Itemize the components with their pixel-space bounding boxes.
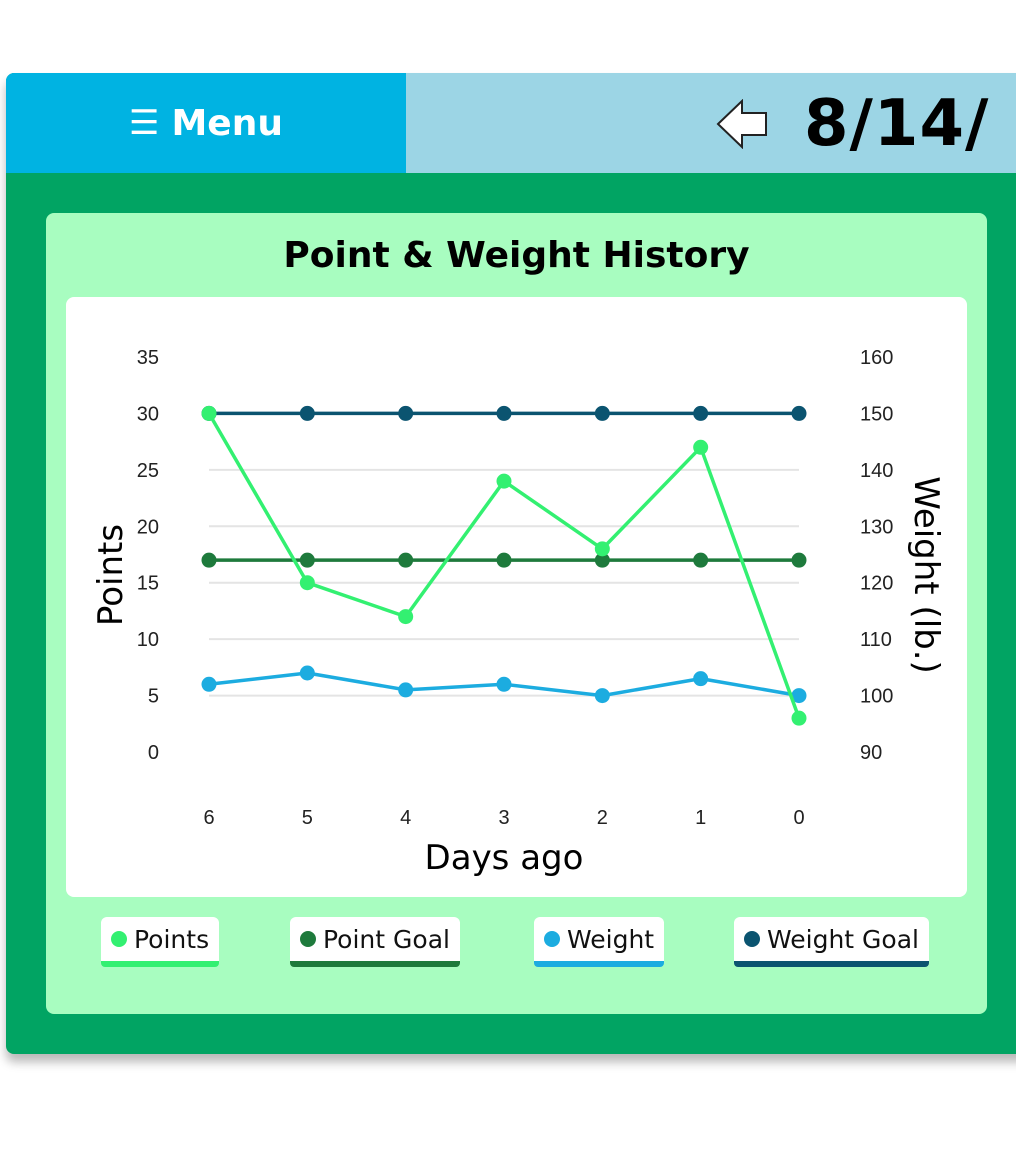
- y2-tick-label: 130: [860, 516, 893, 538]
- x-tick-label: 2: [597, 807, 608, 829]
- y2-axis-title: Weight (lb.): [906, 476, 946, 674]
- x-tick-label: 0: [793, 807, 804, 829]
- legend-dot-icon: [544, 931, 560, 947]
- legend-item-weight[interactable]: Weight: [534, 917, 665, 967]
- data-point: [594, 688, 610, 704]
- y2-tick-label: 140: [860, 460, 893, 482]
- y-tick-label: 30: [137, 403, 159, 425]
- legend-label: Point Goal: [323, 924, 450, 954]
- data-point: [201, 676, 217, 692]
- data-point: [398, 405, 414, 421]
- data-point: [693, 671, 709, 687]
- data-point: [496, 473, 512, 489]
- y2-tick-label: 100: [860, 686, 893, 708]
- data-point: [496, 405, 512, 421]
- chart-legend: Points Point Goal Weight Weight Goal: [46, 917, 987, 967]
- y-axis-title: Points: [91, 524, 131, 626]
- x-tick-label: 6: [203, 807, 214, 829]
- data-point: [496, 676, 512, 692]
- data-point: [398, 609, 414, 625]
- chart-container: 35 30 25 20 15 10 5 0 160 150 140 130 120 110 100 90 6 5 4…: [66, 297, 967, 897]
- top-bar: ☰ Menu 8/14/: [6, 73, 1016, 173]
- card-title: Point & Weight History: [283, 235, 750, 276]
- data-point: [791, 552, 807, 568]
- date-bar: 8/14/: [406, 73, 1016, 173]
- data-point: [693, 552, 709, 568]
- x-axis-title: Days ago: [425, 838, 584, 878]
- data-point: [693, 439, 709, 455]
- data-point: [496, 552, 512, 568]
- data-point: [693, 405, 709, 421]
- menu-button[interactable]: ☰ Menu: [6, 73, 406, 173]
- data-point: [201, 552, 217, 568]
- y-tick-label: 25: [137, 460, 159, 482]
- app-panel: ☰ Menu 8/14/ Point & Weight History 35 30…: [6, 73, 1016, 1054]
- data-point: [299, 665, 315, 681]
- x-tick-label: 5: [302, 807, 313, 829]
- history-card: Point & Weight History 35 30 25 20 15 10 5 0 160…: [46, 213, 987, 1014]
- legend-dot-icon: [744, 931, 760, 947]
- data-point: [299, 552, 315, 568]
- legend-item-weight-goal[interactable]: Weight Goal: [734, 917, 929, 967]
- data-point: [791, 688, 807, 704]
- data-point: [791, 405, 807, 421]
- data-point: [299, 575, 315, 591]
- y2-tick-label: 150: [860, 403, 893, 425]
- y-tick-label: 35: [137, 347, 159, 369]
- x-tick-label: 1: [695, 807, 706, 829]
- legend-label: Weight Goal: [767, 924, 919, 954]
- data-point: [201, 405, 217, 421]
- y-tick-label: 20: [137, 516, 159, 538]
- y2-tick-label: 110: [860, 629, 892, 651]
- y-tick-label: 0: [148, 742, 159, 764]
- data-point: [791, 710, 807, 726]
- back-arrow-icon[interactable]: [716, 99, 770, 149]
- x-tick-label: 4: [400, 807, 411, 829]
- y-tick-label: 10: [137, 629, 159, 651]
- y-tick-label: 15: [137, 573, 159, 595]
- hamburger-icon: ☰: [129, 103, 160, 143]
- legend-dot-icon: [300, 931, 316, 947]
- legend-dot-icon: [111, 931, 127, 947]
- current-date: 8/14/: [804, 87, 990, 161]
- y-tick-label: 5: [148, 686, 159, 708]
- data-point: [594, 541, 610, 557]
- data-point: [299, 405, 315, 421]
- menu-label: Menu: [171, 102, 283, 144]
- legend-label: Points: [134, 924, 210, 954]
- data-point: [594, 405, 610, 421]
- data-point: [594, 552, 610, 568]
- y2-tick-label: 90: [860, 742, 882, 764]
- y2-tick-label: 120: [860, 573, 893, 595]
- legend-label: Weight: [567, 924, 655, 954]
- legend-item-points[interactable]: Points: [101, 917, 220, 967]
- data-point: [398, 552, 414, 568]
- data-point: [398, 682, 414, 698]
- legend-item-point-goal[interactable]: Point Goal: [290, 917, 460, 967]
- x-tick-label: 3: [498, 807, 509, 829]
- y2-tick-label: 160: [860, 347, 893, 369]
